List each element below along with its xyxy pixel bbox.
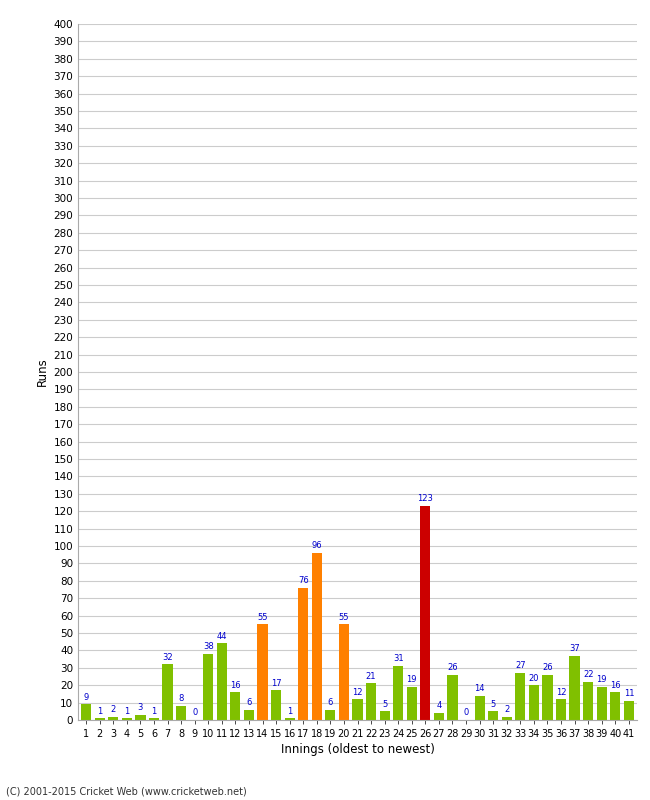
Text: 1: 1 <box>151 706 157 716</box>
Bar <box>244 710 254 720</box>
Text: 1: 1 <box>97 706 102 716</box>
Text: 1: 1 <box>287 706 292 716</box>
Text: 5: 5 <box>382 700 387 709</box>
Text: 17: 17 <box>271 679 281 688</box>
Text: 12: 12 <box>352 687 363 697</box>
Bar <box>624 701 634 720</box>
Text: 96: 96 <box>311 542 322 550</box>
Bar <box>380 711 390 720</box>
Text: 19: 19 <box>406 675 417 684</box>
Text: 37: 37 <box>569 644 580 653</box>
Text: 3: 3 <box>138 703 143 712</box>
Text: 0: 0 <box>463 708 469 718</box>
Bar <box>474 696 485 720</box>
Bar <box>95 718 105 720</box>
Text: 26: 26 <box>447 663 458 672</box>
Y-axis label: Runs: Runs <box>36 358 49 386</box>
Bar <box>298 588 308 720</box>
Bar <box>108 717 118 720</box>
Text: 6: 6 <box>246 698 252 707</box>
Bar <box>203 654 213 720</box>
Bar <box>162 664 173 720</box>
Bar <box>81 704 91 720</box>
Bar <box>488 711 499 720</box>
Text: 1: 1 <box>124 706 129 716</box>
Bar <box>257 624 268 720</box>
Bar <box>230 692 240 720</box>
Bar <box>447 674 458 720</box>
Bar <box>339 624 349 720</box>
Text: 2: 2 <box>504 705 510 714</box>
Text: 9: 9 <box>83 693 89 702</box>
Bar <box>583 682 593 720</box>
Text: 8: 8 <box>179 694 184 703</box>
Bar <box>122 718 132 720</box>
Text: 76: 76 <box>298 576 309 585</box>
Bar <box>502 717 512 720</box>
Text: 27: 27 <box>515 662 526 670</box>
Text: 6: 6 <box>328 698 333 707</box>
Bar <box>529 685 539 720</box>
Bar <box>149 718 159 720</box>
Text: 123: 123 <box>417 494 434 503</box>
Bar <box>271 690 281 720</box>
Text: (C) 2001-2015 Cricket Web (www.cricketweb.net): (C) 2001-2015 Cricket Web (www.cricketwe… <box>6 786 247 796</box>
Bar <box>515 673 525 720</box>
Bar <box>434 713 444 720</box>
Bar <box>421 506 430 720</box>
Bar <box>285 718 294 720</box>
Text: 44: 44 <box>216 632 227 641</box>
Text: 22: 22 <box>583 670 593 679</box>
Text: 16: 16 <box>610 681 621 690</box>
Bar <box>393 666 403 720</box>
Text: 26: 26 <box>542 663 552 672</box>
Text: 31: 31 <box>393 654 404 663</box>
Text: 16: 16 <box>230 681 240 690</box>
Text: 32: 32 <box>162 653 173 662</box>
Text: 14: 14 <box>474 684 485 693</box>
Text: 12: 12 <box>556 687 566 697</box>
Text: 11: 11 <box>623 690 634 698</box>
Bar <box>216 643 227 720</box>
Bar <box>325 710 335 720</box>
Text: 21: 21 <box>366 672 376 681</box>
Bar <box>597 687 607 720</box>
Bar <box>556 699 566 720</box>
Bar <box>312 553 322 720</box>
Text: 20: 20 <box>528 674 539 682</box>
Bar <box>542 674 552 720</box>
Text: 55: 55 <box>257 613 268 622</box>
Bar <box>569 656 580 720</box>
Bar <box>407 687 417 720</box>
Bar <box>366 683 376 720</box>
Text: 4: 4 <box>436 702 441 710</box>
Text: 5: 5 <box>491 700 496 709</box>
Text: 38: 38 <box>203 642 214 651</box>
Text: 19: 19 <box>597 675 607 684</box>
X-axis label: Innings (oldest to newest): Innings (oldest to newest) <box>281 743 434 756</box>
Bar <box>135 714 146 720</box>
Bar <box>352 699 363 720</box>
Bar <box>176 706 186 720</box>
Bar <box>610 692 620 720</box>
Text: 0: 0 <box>192 708 198 718</box>
Text: 2: 2 <box>111 705 116 714</box>
Text: 55: 55 <box>339 613 349 622</box>
